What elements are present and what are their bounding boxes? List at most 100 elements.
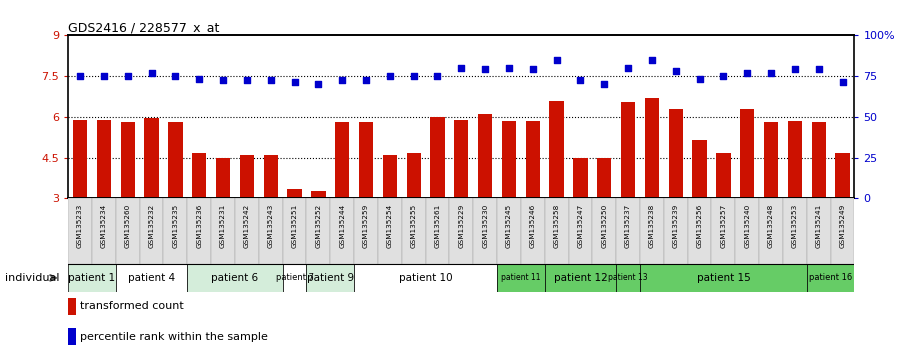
Text: GSM135231: GSM135231 — [220, 204, 226, 248]
Point — [597, 81, 612, 87]
Point — [168, 73, 183, 79]
Text: GSM135249: GSM135249 — [840, 204, 845, 248]
Bar — [574, 158, 587, 198]
Point — [502, 65, 516, 71]
Bar — [259, 198, 283, 264]
Text: patient 1: patient 1 — [68, 273, 115, 283]
Bar — [96, 120, 111, 198]
Text: GSM135236: GSM135236 — [196, 204, 202, 248]
Point — [192, 76, 206, 82]
Bar — [359, 122, 374, 198]
Bar — [497, 264, 544, 292]
Bar — [497, 198, 521, 264]
Point — [525, 67, 540, 72]
Text: GSM135254: GSM135254 — [387, 204, 393, 248]
Text: patient 9: patient 9 — [306, 273, 354, 283]
Point — [716, 73, 731, 79]
Bar — [68, 298, 76, 315]
Text: GSM135244: GSM135244 — [339, 204, 345, 248]
Bar — [92, 198, 115, 264]
Bar — [68, 264, 115, 292]
Text: percentile rank within the sample: percentile rank within the sample — [80, 332, 267, 342]
Text: GSM135233: GSM135233 — [77, 204, 83, 248]
Point — [740, 70, 754, 76]
Bar — [716, 154, 731, 198]
Bar — [283, 264, 306, 292]
Text: GSM135260: GSM135260 — [125, 204, 131, 248]
Bar — [616, 264, 640, 292]
Text: GSM135241: GSM135241 — [815, 204, 822, 248]
Bar — [402, 198, 425, 264]
Text: GSM135235: GSM135235 — [173, 204, 178, 248]
Text: GSM135246: GSM135246 — [530, 204, 535, 248]
Bar — [664, 198, 688, 264]
Point — [240, 78, 255, 83]
Text: GSM135252: GSM135252 — [315, 204, 322, 248]
Text: patient 4: patient 4 — [128, 273, 175, 283]
Bar — [640, 198, 664, 264]
Bar — [788, 121, 802, 198]
Bar — [712, 198, 735, 264]
Bar — [187, 264, 283, 292]
Bar — [406, 154, 421, 198]
Bar — [355, 198, 378, 264]
Point — [215, 78, 230, 83]
Bar — [68, 198, 92, 264]
Bar — [240, 155, 254, 198]
Bar — [740, 109, 754, 198]
Bar — [502, 121, 516, 198]
Text: transformed count: transformed count — [80, 302, 184, 312]
Text: GSM135247: GSM135247 — [577, 204, 584, 248]
Text: GSM135229: GSM135229 — [458, 204, 464, 248]
Bar — [115, 198, 140, 264]
Bar — [525, 121, 540, 198]
Text: patient 10: patient 10 — [399, 273, 453, 283]
Bar — [764, 122, 778, 198]
Bar — [211, 198, 235, 264]
Bar — [644, 98, 659, 198]
Point — [478, 67, 493, 72]
Bar — [478, 114, 493, 198]
Bar — [168, 122, 183, 198]
Text: patient 16: patient 16 — [809, 273, 853, 282]
Bar — [68, 328, 76, 345]
Text: GDS2416 / 228577_x_at: GDS2416 / 228577_x_at — [68, 21, 220, 34]
Bar — [597, 158, 612, 198]
Bar — [73, 120, 87, 198]
Point — [549, 57, 564, 63]
Bar — [640, 264, 807, 292]
Point — [96, 73, 111, 79]
Bar — [264, 155, 278, 198]
Text: patient 15: patient 15 — [696, 273, 750, 283]
Point — [264, 78, 278, 83]
Bar — [812, 122, 826, 198]
Bar — [306, 198, 330, 264]
Bar — [235, 198, 259, 264]
Text: GSM135253: GSM135253 — [792, 204, 798, 248]
Bar — [140, 198, 164, 264]
Bar — [621, 102, 635, 198]
Bar — [454, 120, 468, 198]
Text: GSM135245: GSM135245 — [506, 204, 512, 248]
Text: GSM135248: GSM135248 — [768, 204, 774, 248]
Bar — [835, 154, 850, 198]
Bar — [693, 140, 706, 198]
Text: patient 12: patient 12 — [554, 273, 607, 283]
Bar — [759, 198, 783, 264]
Point — [764, 70, 778, 76]
Text: GSM135255: GSM135255 — [411, 204, 416, 248]
Text: GSM135250: GSM135250 — [601, 204, 607, 248]
Text: GSM135232: GSM135232 — [148, 204, 155, 248]
Bar — [735, 198, 759, 264]
Point — [644, 57, 659, 63]
Bar — [831, 198, 854, 264]
Point — [145, 70, 159, 76]
Point — [359, 78, 374, 83]
Point — [406, 73, 421, 79]
Text: GSM135251: GSM135251 — [292, 204, 297, 248]
Bar — [474, 198, 497, 264]
Bar — [807, 264, 854, 292]
Point — [668, 68, 683, 74]
Bar — [121, 122, 135, 198]
Text: GSM135257: GSM135257 — [721, 204, 726, 248]
